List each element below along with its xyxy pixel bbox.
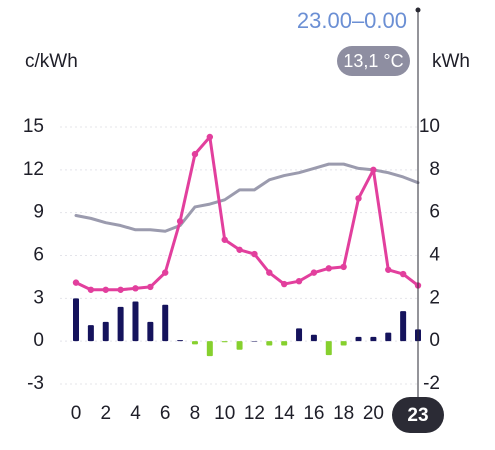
line-marker — [132, 285, 139, 292]
bar — [400, 311, 407, 342]
x-tick-label: 12 — [244, 403, 265, 424]
bar — [236, 341, 243, 350]
line-marker — [72, 279, 80, 286]
line — [74, 162, 420, 233]
selection-dot — [415, 7, 421, 13]
y-tick-label: 9 — [33, 202, 44, 223]
line-marker — [102, 286, 109, 293]
y-tick-label: 6 — [33, 245, 44, 266]
bar — [191, 341, 198, 345]
x-tick-label: 6 — [160, 403, 171, 424]
y-tick-label: -3 — [27, 373, 44, 394]
line-marker — [191, 150, 199, 158]
y2-tick-label: 6 — [429, 202, 440, 223]
bar — [221, 341, 228, 343]
bar — [87, 325, 94, 342]
x-tick-label: 8 — [190, 403, 201, 424]
y-tick-label: 0 — [33, 330, 44, 351]
bar — [206, 341, 213, 357]
bar — [147, 321, 154, 342]
line-marker — [266, 269, 273, 276]
selected-hour-pill — [392, 397, 444, 433]
y2-tick-label: 0 — [429, 330, 440, 351]
line-marker — [370, 166, 377, 174]
line-marker — [221, 236, 228, 243]
x-tick-label: 20 — [363, 403, 384, 424]
line-marker — [310, 269, 318, 276]
bar — [296, 328, 303, 342]
selected-period: 23.00–0.00 — [297, 8, 407, 33]
bar — [355, 336, 362, 342]
line-marker — [87, 286, 95, 293]
bar — [310, 334, 317, 342]
line-marker — [251, 250, 258, 258]
y2-tick-label: 10 — [419, 116, 440, 137]
bar — [251, 341, 258, 342]
bar — [132, 301, 139, 342]
line-marker — [295, 278, 303, 285]
line-marker — [206, 133, 214, 141]
bar — [340, 341, 347, 346]
x-tick-label: 2 — [100, 403, 111, 424]
y2-tick-label: 4 — [429, 245, 440, 266]
y2-tick-label: -2 — [423, 373, 440, 394]
x-tick-label: 14 — [274, 403, 296, 424]
bar — [370, 336, 377, 342]
bar — [117, 306, 124, 342]
y-tick-label: 3 — [33, 287, 44, 308]
line-marker — [385, 266, 392, 273]
bar — [281, 341, 288, 346]
bar — [73, 298, 79, 342]
y-axis-title: c/kWh — [25, 51, 78, 72]
bar — [325, 341, 332, 356]
line-marker — [236, 246, 243, 253]
bar — [385, 332, 392, 342]
temperature-pill — [337, 46, 410, 76]
line-marker — [399, 270, 407, 278]
line — [74, 135, 420, 292]
y-tick-label: 15 — [23, 116, 44, 137]
y2-tick-label: 2 — [429, 287, 440, 308]
bar — [162, 304, 169, 342]
selected-hour: 23 — [407, 405, 428, 426]
x-tick-label: 16 — [303, 403, 324, 424]
y2-axis-title: kWh — [432, 51, 470, 72]
bar — [266, 341, 273, 346]
line-marker — [340, 263, 347, 271]
line-marker — [162, 269, 169, 276]
bar — [177, 340, 184, 342]
x-tick-label: 18 — [333, 403, 354, 424]
x-tick-label: 4 — [130, 403, 141, 424]
x-tick-label: 10 — [214, 403, 235, 424]
line-marker — [176, 218, 184, 225]
line-marker — [147, 283, 154, 291]
line-marker — [280, 280, 288, 288]
line-marker — [325, 265, 332, 272]
line-marker — [117, 286, 124, 293]
line-marker — [355, 195, 362, 202]
temperature: 13,1 °C — [343, 51, 403, 71]
y2-tick-label: 8 — [429, 159, 440, 180]
bar — [102, 321, 109, 342]
y-tick-label: 12 — [23, 159, 44, 180]
x-tick-label: 0 — [71, 403, 82, 424]
